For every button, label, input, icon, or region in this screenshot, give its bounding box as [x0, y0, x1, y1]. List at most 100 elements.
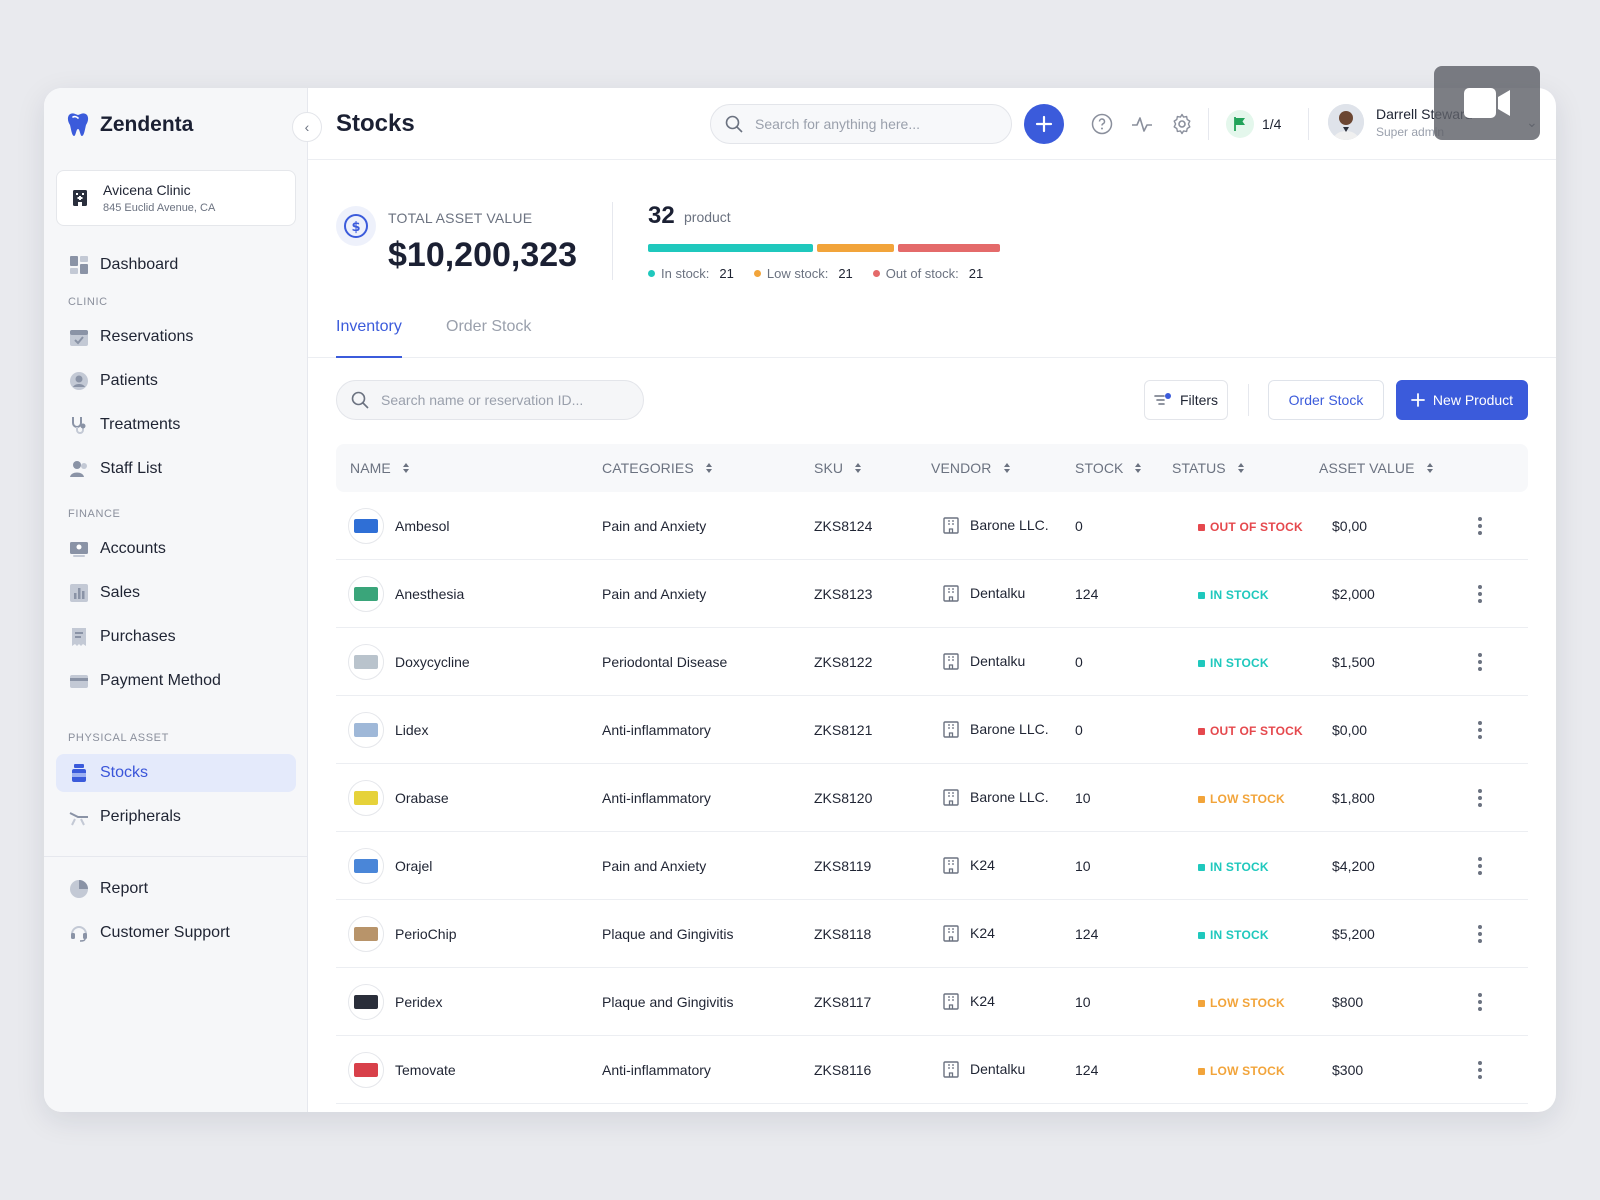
status-badge: LOW STOCK [1198, 996, 1285, 1010]
row-menu-button[interactable] [1474, 786, 1486, 810]
global-search[interactable] [710, 104, 1012, 144]
table-row[interactable]: Lidex Anti-inflammatory ZKS8121 Barone L… [336, 696, 1528, 764]
column-header[interactable]: STATUS [1172, 460, 1244, 476]
help-button[interactable] [1090, 112, 1114, 136]
table-row[interactable]: Temovate Anti-inflammatory ZKS8116 Denta… [336, 1036, 1528, 1104]
product-sku: ZKS8116 [814, 1062, 872, 1078]
sidebar-item-payment-method[interactable]: Payment Method [56, 662, 296, 700]
tab-inventory[interactable]: Inventory [336, 316, 402, 358]
sidebar-item-label: Staff List [100, 460, 162, 477]
global-search-input[interactable] [755, 116, 985, 132]
filters-button[interactable]: Filters [1144, 380, 1228, 420]
product-category: Pain and Anxiety [602, 858, 707, 874]
table-row[interactable]: PerioChip Plaque and Gingivitis ZKS8118 … [336, 900, 1528, 968]
row-menu-button[interactable] [1474, 582, 1486, 606]
clinic-address: 845 Euclid Avenue, CA [103, 202, 216, 214]
product-sku: ZKS8124 [814, 518, 873, 534]
sidebar-item-staff-list[interactable]: Staff List [56, 450, 296, 488]
table-row[interactable]: Doxycycline Periodontal Disease ZKS8122 … [336, 628, 1528, 696]
table-row[interactable]: Orajel Pain and Anxiety ZKS8119 K24 10 I… [336, 832, 1528, 900]
clinic-switcher[interactable]: Avicena Clinic 845 Euclid Avenue, CA [56, 170, 296, 226]
product-thumbnail [348, 984, 384, 1020]
column-header[interactable]: STOCK [1075, 460, 1142, 476]
sidebar-item-dashboard[interactable]: Dashboard [56, 246, 296, 284]
product-category: Anti-inflammatory [602, 790, 711, 806]
activity-button[interactable] [1130, 112, 1154, 136]
product-vendor: K24 [942, 856, 995, 874]
table-row[interactable]: Orabase Anti-inflammatory ZKS8120 Barone… [336, 764, 1528, 832]
video-camera-overlay[interactable] [1434, 66, 1540, 140]
product-thumbnail [348, 644, 384, 680]
row-menu-button[interactable] [1474, 650, 1486, 674]
sidebar-item-customer-support[interactable]: Customer Support [56, 914, 296, 952]
sidebar-item-report[interactable]: Report [56, 870, 296, 908]
sidebar-item-purchases[interactable]: Purchases [56, 618, 296, 656]
row-menu-button[interactable] [1474, 1058, 1486, 1082]
product-name: Lidex [395, 722, 429, 738]
gear-icon [1173, 113, 1191, 135]
sort-icon [855, 463, 862, 473]
order-stock-button[interactable]: Order Stock [1268, 380, 1384, 420]
table-row[interactable]: Ambesol Pain and Anxiety ZKS8124 Barone … [336, 492, 1528, 560]
status-label: LOW STOCK [1210, 1064, 1285, 1078]
dashboard-icon [68, 254, 90, 276]
plus-icon [1035, 115, 1053, 133]
row-menu-button[interactable] [1474, 854, 1486, 878]
legend-value: 21 [719, 266, 734, 281]
row-menu-button[interactable] [1474, 922, 1486, 946]
product-category: Plaque and Gingivitis [602, 994, 734, 1010]
sidebar-item-label: Sales [100, 584, 141, 601]
column-header[interactable]: CATEGORIES [602, 460, 712, 476]
tooth-icon [67, 113, 89, 136]
dollar-icon: $ [336, 206, 376, 246]
brand-logo[interactable]: Zendenta [66, 112, 193, 138]
table-row[interactable]: Peridex Plaque and Gingivitis ZKS8117 K2… [336, 968, 1528, 1036]
table-row[interactable]: Anesthesia Pain and Anxiety ZKS8123 Dent… [336, 560, 1528, 628]
product-asset-value: $0,00 [1332, 722, 1368, 738]
column-header[interactable]: VENDOR [931, 460, 1010, 476]
row-menu-button[interactable] [1474, 718, 1486, 742]
app-window: Zendenta Avicena Clinic 845 Euclid Avenu… [44, 88, 1556, 1112]
product-name: Orabase [395, 790, 449, 806]
sort-icon [1003, 463, 1010, 473]
product-sku: ZKS8117 [814, 994, 872, 1010]
sidebar-item-label: Report [100, 880, 149, 897]
tab-order-stock[interactable]: Order Stock [446, 318, 532, 335]
help-icon [1091, 113, 1113, 135]
column-header[interactable]: SKU [814, 460, 862, 476]
staff-icon [68, 458, 90, 480]
new-product-button[interactable]: New Product [1396, 380, 1528, 420]
tab-bar: Inventory Order Stock [308, 316, 1556, 358]
collapse-sidebar-button[interactable]: ‹ [292, 112, 322, 142]
sidebar-item-accounts[interactable]: Accounts [56, 530, 296, 568]
filters-label: Filters [1179, 392, 1219, 408]
sidebar-item-stocks[interactable]: Stocks [56, 754, 296, 792]
quick-add-button[interactable] [1024, 104, 1064, 144]
row-menu-button[interactable] [1474, 990, 1486, 1014]
product-stock: 10 [1075, 858, 1091, 874]
building-icon [943, 585, 959, 602]
column-header[interactable]: NAME [350, 460, 409, 476]
row-menu-button[interactable] [1474, 514, 1486, 538]
column-header[interactable]: ASSET VALUE [1319, 460, 1433, 476]
product-vendor: Barone LLC. [942, 788, 1049, 806]
product-sku: ZKS8120 [814, 790, 873, 806]
sidebar-item-treatments[interactable]: Treatments [56, 406, 296, 444]
onboarding-progress[interactable]: 1/4 [1226, 110, 1281, 138]
total-asset-value: $10,200,323 [388, 236, 578, 274]
order-stock-label: Order Stock [1288, 392, 1364, 408]
pie-chart-icon [68, 878, 90, 900]
status-label: IN STOCK [1210, 656, 1269, 670]
sidebar-item-label: Patients [100, 372, 158, 389]
table-search-input[interactable] [381, 392, 621, 408]
table-search[interactable] [336, 380, 644, 420]
sidebar-item-peripherals[interactable]: Peripherals [56, 798, 296, 836]
sidebar-item-reservations[interactable]: Reservations [56, 318, 296, 356]
sidebar-item-patients[interactable]: Patients [56, 362, 296, 400]
product-name: Orajel [395, 858, 433, 874]
sidebar-item-sales[interactable]: Sales [56, 574, 296, 612]
settings-button[interactable] [1170, 112, 1194, 136]
search-icon [351, 391, 369, 409]
user-role: Super admin [1376, 124, 1445, 139]
header-divider [1308, 108, 1309, 140]
